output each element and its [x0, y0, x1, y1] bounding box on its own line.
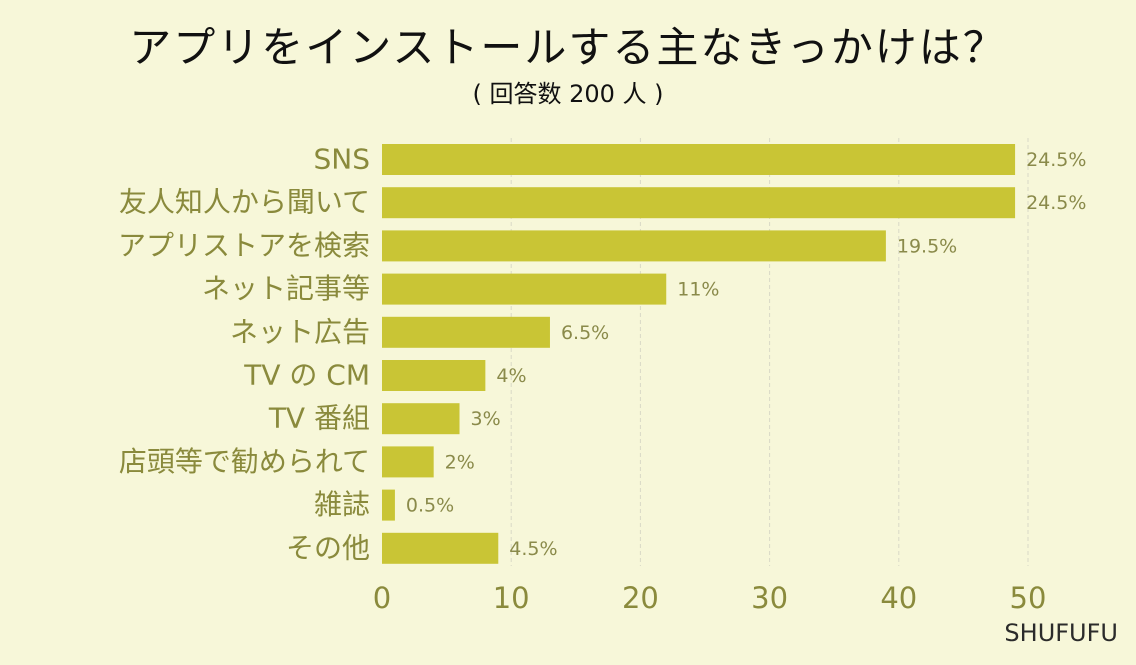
value-label: 19.5%: [897, 235, 957, 257]
category-label: アプリストアを検索: [118, 229, 370, 262]
bar: [382, 489, 395, 521]
value-label: 24.5%: [1026, 149, 1086, 171]
bar: [382, 187, 1016, 219]
category-label: TV の CM: [243, 359, 370, 392]
x-tick-label: 0: [373, 581, 391, 615]
bar: [382, 316, 550, 348]
value-label: 4%: [496, 365, 526, 387]
bar: [382, 532, 499, 564]
value-label: 0.5%: [406, 495, 454, 517]
category-label: 友人知人から聞いて: [119, 186, 370, 219]
bar: [382, 273, 667, 305]
x-tick-label: 10: [493, 581, 530, 615]
bar: [382, 446, 434, 478]
value-label: 6.5%: [561, 322, 609, 344]
value-label: 4.5%: [509, 538, 557, 560]
category-label: ネット広告: [230, 315, 370, 348]
chart-title: アプリをインストールする主なきっかけは？: [129, 23, 1007, 72]
bar: [382, 403, 460, 435]
value-label: 24.5%: [1026, 192, 1086, 214]
category-label: 雑誌: [314, 488, 370, 521]
value-label: 11%: [677, 279, 719, 301]
x-tick-label: 40: [880, 581, 917, 615]
value-label: 2%: [445, 451, 475, 473]
category-label: その他: [286, 531, 370, 564]
x-tick-label: 50: [1010, 581, 1047, 615]
bar: [382, 360, 486, 391]
category-label: 店頭等で勧められて: [119, 445, 370, 478]
bar: [382, 230, 886, 262]
value-label: 3%: [471, 408, 501, 430]
watermark: SHUFUFU: [1004, 619, 1118, 647]
x-tick-label: 30: [751, 581, 788, 615]
chart-subtitle: ( 回答数 200 人 ): [472, 80, 664, 108]
category-label: SNS: [314, 143, 371, 176]
bar: [382, 144, 1016, 175]
x-tick-label: 20: [622, 581, 659, 615]
category-label: TV 番組: [268, 402, 370, 435]
category-label: ネット記事等: [202, 272, 370, 305]
